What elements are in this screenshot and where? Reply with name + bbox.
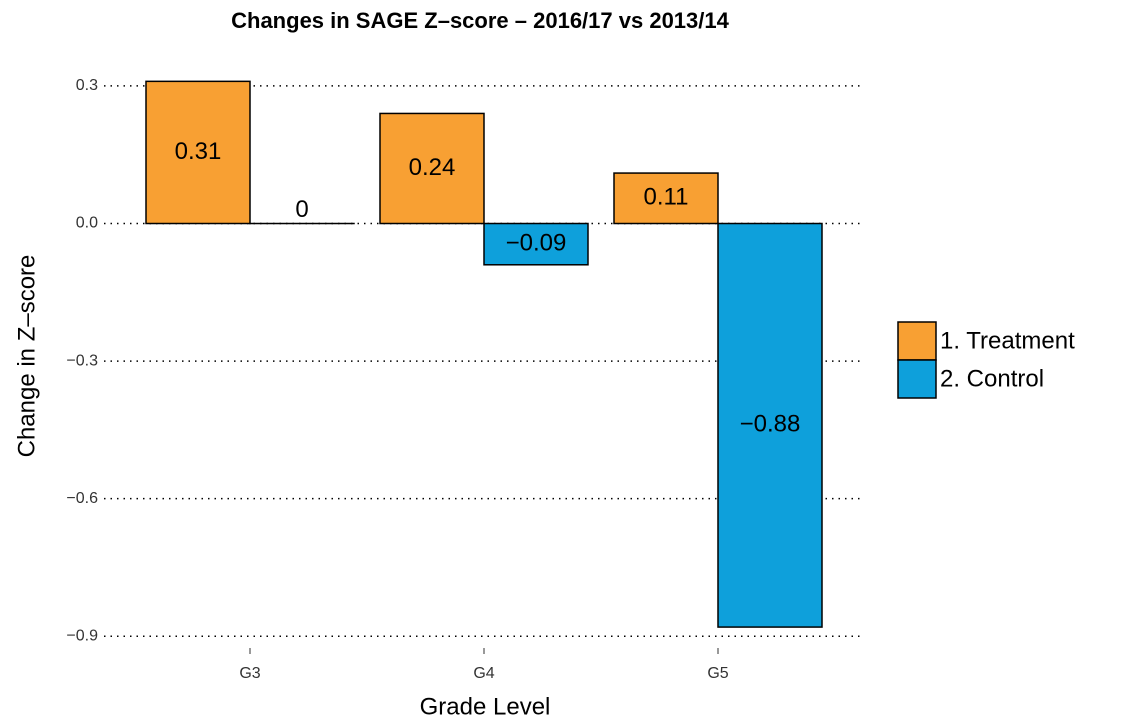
- chart-title: Changes in SAGE Z–score – 2016/17 vs 201…: [231, 8, 729, 33]
- bar: [717, 222, 823, 628]
- legend-swatch: [897, 321, 937, 361]
- bar: [379, 112, 485, 225]
- legend-label: 2. Control: [940, 365, 1044, 392]
- y-tick-label: 0.0: [76, 215, 98, 232]
- y-axis-title: Change in Z–score: [13, 255, 40, 458]
- legend-swatch: [897, 359, 937, 399]
- x-tick-label: G5: [707, 665, 728, 682]
- bar: [483, 222, 589, 266]
- value-label: 0.11: [644, 184, 689, 211]
- y-tick-label: −0.6: [66, 490, 98, 507]
- legend-label: 1. Treatment: [940, 327, 1075, 354]
- value-label: −0.09: [506, 229, 567, 256]
- value-label: −0.88: [740, 411, 801, 438]
- value-label: 0.24: [409, 154, 456, 181]
- bar: [145, 80, 251, 225]
- x-tick-label: G3: [239, 665, 260, 682]
- x-tick-label: G4: [473, 665, 494, 682]
- y-tick-label: 0.3: [76, 77, 98, 94]
- bar: [613, 172, 719, 225]
- value-label: 0: [295, 196, 308, 223]
- value-label: 0.31: [175, 138, 222, 165]
- y-tick-label: −0.3: [66, 352, 98, 369]
- y-tick-label: −0.9: [66, 627, 98, 644]
- x-axis-title: Grade Level: [420, 693, 551, 720]
